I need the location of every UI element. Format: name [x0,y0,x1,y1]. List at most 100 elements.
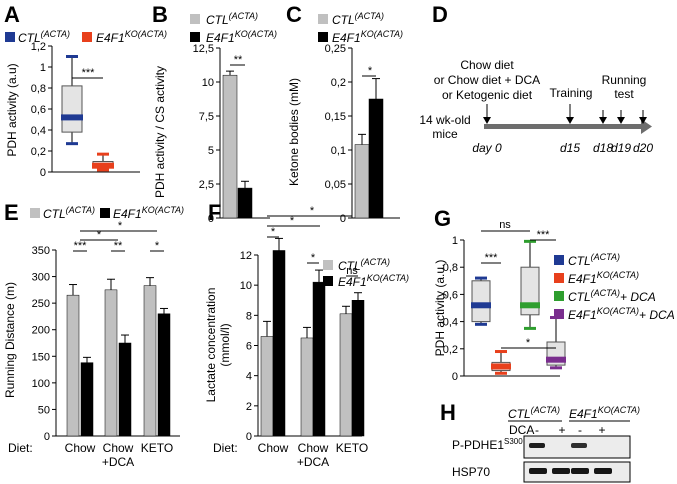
box-A-ctl-median [61,114,83,121]
y-tick-label-E: 150 [32,351,50,363]
bar-F-1-0 [272,250,286,437]
diet-text-2: or Ketogenic diet [442,88,533,102]
y-tick-label-C: 0,25 [325,43,346,55]
y-axis-label-F: Lactate concentration(mmol/l) [204,288,232,403]
legend-swatch-G-2 [554,291,564,301]
y-tick-label-G: 0 [452,371,458,383]
blot-row-label-0: P-PDHE1S300 [452,437,523,452]
sig-F-2: ns [346,265,358,277]
box-G-3-median [546,356,566,363]
legend-swatch-G-3 [554,309,564,319]
y-axis-label-G: PDH activity (a.u.) [433,260,447,357]
y-tick-label-B: 5 [208,145,214,157]
y-tick-label-F: 6 [246,341,252,353]
y-tick-label-G: 1 [452,235,458,247]
panel-label-B: B [152,2,168,27]
mice-text-1: mice [432,127,458,141]
dca-label: DCA [509,423,534,437]
panel-label-D: D [432,2,448,27]
y-tick-label-G: 0,6 [443,289,458,301]
day-label-0: day 0 [472,141,502,155]
sig-C: * [368,65,373,77]
y-tick-label-E: 100 [32,378,50,390]
y-tick-label-B: 7,5 [199,111,214,123]
timeline-bar [484,124,642,129]
y-tick-label-A: 0,6 [31,104,46,116]
panel-label-C: C [286,2,302,27]
box-G-0-median [471,302,491,309]
y-tick-label-E: 350 [32,245,50,257]
day-arrowhead-1 [566,117,574,124]
diet-text-0: Chow diet [460,58,514,72]
blot-band-hsp70-3 [594,468,612,474]
sig-across-E-0: * [97,229,102,241]
y-tick-label-C: 0,15 [325,111,346,123]
legend-swatch-G-1 [554,273,564,283]
y-tick-label-F: 0 [246,431,252,443]
legend-label-ko: E4F1KO(ACTA) [338,273,409,289]
bar-E-0-2 [143,285,157,437]
sig-F-0: * [271,226,276,238]
legend-label-ctl: CTL(ACTA) [18,29,70,45]
training-text: Training [550,86,593,100]
sig-G-ns: ns [499,219,511,231]
mice-text-0: 14 wk-old [419,113,470,127]
day-arrowhead-0 [483,117,491,124]
blot-band-pdhe1-0 [529,443,545,448]
diet-label-E: Diet: [8,441,33,455]
blot-group-ctl: CTL(ACTA) [508,405,560,421]
legend-swatch-ko [190,32,200,42]
legend-label-G-3: E4F1KO(ACTA)+ DCA [568,306,675,322]
legend-label-G-2: CTL(ACTA)+ DCA [568,288,656,304]
bar-F-0-0 [260,336,274,437]
lane-sign-1: + [558,423,565,437]
legend-label-ctl: CTL(ACTA) [338,257,390,273]
legend-label-ko: E4F1KO(ACTA) [332,29,403,45]
group-label-F-1: Chow [298,441,329,455]
y-tick-label-G: 0,2 [443,344,458,356]
legend-swatch-ko [318,32,328,42]
blot-band-pdhe1-2 [571,443,587,448]
bar-B-0 [222,74,238,219]
y-tick-label-C: 0,2 [331,77,346,89]
day-label-4: d20 [633,141,653,155]
y-tick-label-A: 1 [40,62,46,74]
lane-sign-3: + [598,423,605,437]
lane-sign-2: - [578,423,582,437]
running-text-1: test [614,87,634,101]
y-tick-label-A: 0,2 [31,146,46,158]
legend-label-ko: E4F1KO(ACTA) [113,205,184,221]
legend-swatch-ko [100,208,110,218]
blot-group-ko: E4F1KO(ACTA) [569,405,640,421]
box-G-2-median [520,302,540,309]
legend-label-G-1: E4F1KO(ACTA) [568,270,639,286]
blot-band-hsp70-0 [529,468,547,474]
legend-label-ctl: CTL(ACTA) [43,205,95,221]
legend-swatch-ctl [318,14,328,24]
y-tick-label-F: 4 [246,371,252,383]
bar-F-0-1 [300,337,314,437]
blot-row-label-1: HSP70 [452,465,490,479]
y-tick-label-C: 0,05 [325,179,346,191]
group-label-E-2: KETO [141,441,173,455]
day-arrowhead-3 [617,117,625,124]
day-arrowhead-4 [639,117,647,124]
y-tick-label-E: 250 [32,298,50,310]
diet-label-F: Diet: [213,441,238,455]
bar-F-1-2 [351,300,365,437]
y-tick-label-E: 300 [32,272,50,284]
bar-E-1-0 [80,362,94,437]
y-axis-label-A: PDH activity (a.u) [5,63,19,156]
y-tick-label-E: 200 [32,325,50,337]
group-label-E-1: Chow [103,441,134,455]
y-tick-label-E: 0 [44,431,50,443]
y-tick-label-B: 2,5 [199,179,214,191]
bar-C-0 [354,144,370,219]
y-tick-label-B: 12,5 [193,43,214,55]
bar-E-0-1 [104,289,118,437]
legend-swatch-ko [82,32,92,42]
panel-label-A: A [4,2,20,27]
y-tick-label-B: 0 [208,213,214,225]
sig-E-0: *** [74,240,88,252]
